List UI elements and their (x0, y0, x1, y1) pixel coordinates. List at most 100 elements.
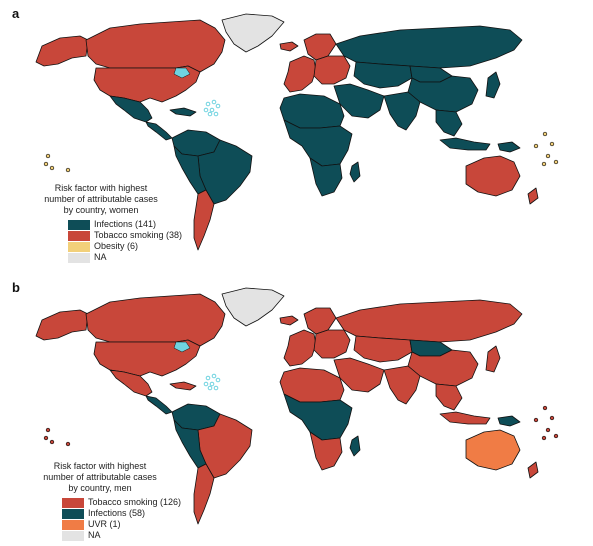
women-legend-label: Infections (141) (94, 219, 157, 229)
men-caribbean-island (203, 381, 209, 387)
men-region-madagascar (349, 435, 361, 457)
women-pacific-island (45, 153, 51, 159)
women-region-northern-europe (303, 33, 337, 61)
women-region-new-zealand (527, 187, 539, 205)
women-pacific-island (545, 153, 551, 159)
men-region-mexico (109, 369, 153, 397)
men-legend-item: Tobacco smoking (126) (62, 497, 190, 508)
women-great-lakes (173, 67, 191, 79)
men-region-iceland (279, 315, 299, 326)
women-region-mexico (109, 95, 153, 123)
men-region-caribbean (169, 381, 197, 391)
women-legend-label: Tobacco smoking (38) (94, 230, 183, 240)
women-region-southern-cone (193, 189, 215, 251)
men-region-russia (335, 299, 523, 343)
women-region-madagascar (349, 161, 361, 183)
women-pacific-island (541, 161, 547, 167)
women-regions (35, 13, 559, 251)
men-region-indonesia (439, 411, 491, 425)
men-region-eastern-europe (313, 329, 351, 359)
legend-title-women: Risk factor with highest number of attri… (44, 183, 158, 215)
men-region-northern-europe (303, 307, 337, 335)
women-region-sub-saharan-africa (283, 119, 353, 167)
men-region-greenland (221, 287, 285, 327)
women-region-middle-east (333, 83, 385, 119)
panel-men: b Risk factor with highest number of att… (0, 274, 593, 546)
women-caribbean-island (209, 107, 215, 113)
panel-letter-b: b (12, 280, 20, 295)
men-caribbean-island (211, 373, 217, 379)
women-legend-item: Infections (141) (68, 219, 186, 230)
women-pacific-island (533, 143, 539, 149)
men-caribbean-island (207, 385, 213, 391)
men-legend-swatch (62, 508, 84, 519)
legend-title-men: Risk factor with highest number of attri… (43, 461, 157, 493)
women-pacific-island (549, 141, 555, 147)
men-pacific-island (533, 417, 539, 423)
women-caribbean-island (207, 111, 213, 117)
men-region-western-europe (283, 329, 317, 367)
men-region-southern-africa (309, 431, 343, 471)
women-legend-item: NA (68, 252, 186, 263)
women-legend-swatch (68, 230, 90, 241)
men-pacific-island (542, 405, 548, 411)
men-legend-item: Infections (58) (62, 508, 190, 519)
women-region-japan (485, 71, 501, 99)
men-region-middle-east (333, 357, 385, 393)
women-region-greenland (221, 13, 285, 53)
women-region-indonesia (439, 137, 491, 151)
men-caribbean-island (205, 375, 211, 381)
men-legend-label: Infections (58) (88, 508, 146, 518)
women-region-canada (85, 19, 226, 73)
men-caribbean-island (215, 377, 221, 383)
men-pacific-island (49, 439, 55, 445)
men-region-southeast-asia (435, 383, 463, 411)
legend-items-men: Tobacco smoking (126) Infections (58) UVR … (10, 497, 190, 541)
women-legend-swatch (68, 252, 90, 263)
women-region-png (497, 141, 521, 153)
women-pacific-island (43, 161, 49, 167)
men-region-south-asia (383, 365, 421, 405)
men-region-usa (93, 339, 201, 377)
men-legend-label: UVR (1) (88, 519, 121, 529)
women-region-russia (335, 25, 523, 69)
men-regions (35, 287, 559, 525)
women-caribbean-island (215, 103, 221, 109)
men-legend-item: NA (62, 530, 190, 541)
women-region-western-europe (283, 55, 317, 93)
legend-items-women: Infections (141) Tobacco smoking (38) Obes… (16, 219, 186, 263)
men-legend-swatch (62, 530, 84, 541)
women-region-southern-africa (309, 157, 343, 197)
men-great-lakes (173, 341, 191, 353)
men-pacific-island (545, 427, 551, 433)
men-legend-label: NA (88, 530, 101, 540)
women-region-eastern-europe (313, 55, 351, 85)
world-map-women (35, 13, 559, 251)
men-region-central-asia (353, 335, 413, 363)
men-caribbean-island (213, 385, 219, 391)
men-region-japan (485, 345, 501, 373)
men-region-central-america (145, 395, 173, 415)
women-region-central-asia (353, 61, 413, 89)
men-pacific-island (43, 435, 49, 441)
panel-women: a Risk factor with highest number of att… (0, 0, 593, 272)
women-caribbean-island (205, 101, 211, 107)
women-legend-label: Obesity (6) (94, 241, 139, 251)
women-region-usa (93, 65, 201, 103)
men-region-canada (85, 293, 226, 347)
women-region-iceland (279, 41, 299, 52)
men-pacific-island (541, 435, 547, 441)
women-region-caribbean (169, 107, 197, 117)
men-legend-swatch (62, 497, 84, 508)
men-pacific-island (45, 427, 51, 433)
men-legend-label: Tobacco smoking (126) (88, 497, 182, 507)
women-legend-swatch (68, 219, 90, 230)
men-pacific-island (65, 441, 71, 447)
men-legend-item: UVR (1) (62, 519, 190, 530)
men-pacific-island (549, 415, 555, 421)
women-caribbean-island (213, 111, 219, 117)
men-region-southern-cone (193, 463, 215, 525)
women-legend-swatch (68, 241, 90, 252)
men-region-new-zealand (527, 461, 539, 479)
men-region-australia (465, 429, 521, 471)
